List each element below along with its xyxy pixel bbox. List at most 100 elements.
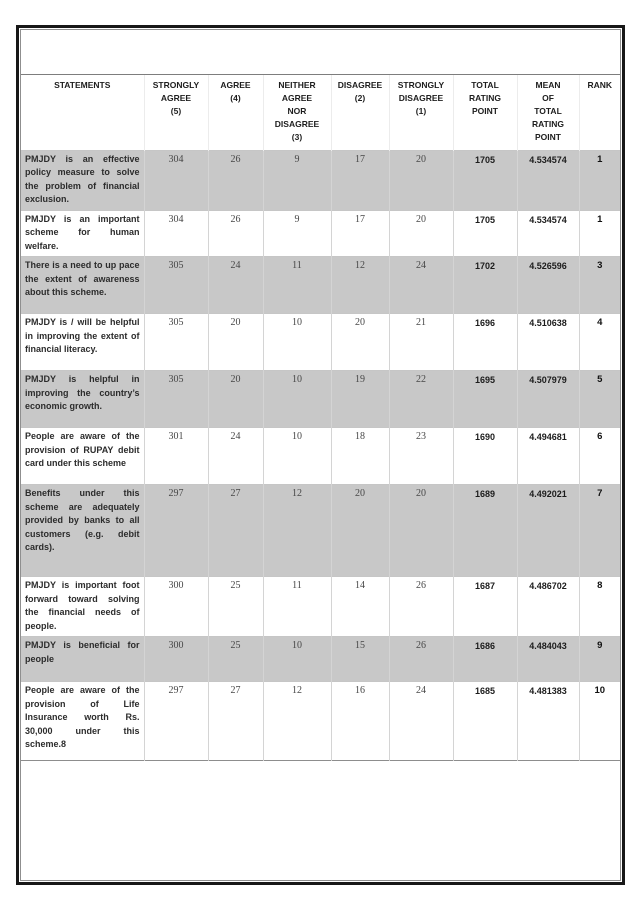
- statement-cell: PMJDY is / will be helpful in improving …: [21, 313, 144, 371]
- strongly-agree-count: 304: [143, 209, 208, 257]
- agree-count: 26: [207, 209, 263, 257]
- strongly-agree-count: 305: [143, 313, 208, 371]
- rank-cell: 3: [578, 256, 621, 314]
- statement-cell: There is a need to up pace the extent of…: [21, 256, 144, 314]
- disagree-count: 20: [330, 313, 389, 371]
- statement-cell: PMJDY is important foot forward toward s…: [21, 576, 144, 637]
- neither-count: 10: [262, 370, 331, 428]
- total-rating-cell: 1690: [452, 427, 517, 485]
- strongly-disagree-count: 21: [388, 313, 453, 371]
- strongly-agree-count: 304: [143, 149, 208, 210]
- neither-count: 9: [262, 209, 331, 257]
- strongly-disagree-count: 20: [388, 149, 453, 210]
- statement-cell: People are aware of the provision of Lif…: [21, 681, 144, 761]
- table-row: PMJDY is / will be helpful in improving …: [21, 313, 621, 371]
- disagree-count: 17: [330, 149, 389, 210]
- mean-rating-cell: 4.507979: [516, 370, 579, 428]
- mean-rating-cell: 4.481383: [516, 681, 579, 761]
- total-rating-cell: 1686: [452, 636, 517, 682]
- agree-count: 26: [207, 149, 263, 210]
- agree-count: 20: [207, 313, 263, 371]
- col-header-mean-rating: MEAN OF TOTAL RATING POINT: [516, 74, 579, 150]
- col-header-strongly-disagree: STRONGLY DISAGREE (1): [388, 74, 453, 150]
- disagree-count: 17: [330, 209, 389, 257]
- statement-cell: PMJDY is an important scheme for human w…: [21, 209, 144, 257]
- total-rating-cell: 1695: [452, 370, 517, 428]
- disagree-count: 20: [330, 484, 389, 577]
- col-header-agree: AGREE (4): [207, 74, 263, 150]
- statement-cell: Benefits under this scheme are adequatel…: [21, 484, 144, 577]
- disagree-count: 18: [330, 427, 389, 485]
- col-header-statements: STATEMENTS: [21, 74, 144, 150]
- mean-rating-cell: 4.486702: [516, 576, 579, 637]
- table-row: PMJDY is important foot forward toward s…: [21, 576, 621, 637]
- statement-cell: PMJDY is helpful in improving the countr…: [21, 370, 144, 428]
- table-row: People are aware of the provision of RUP…: [21, 427, 621, 485]
- rating-table: STATEMENTS STRONGLY AGREE (5) AGREE (4) …: [21, 30, 621, 880]
- statement-cell: PMJDY is beneficial for people: [21, 636, 144, 682]
- col-header-disagree: DISAGREE (2): [330, 74, 389, 150]
- col-header-total-rating: TOTAL RATING POINT: [452, 74, 517, 150]
- rank-cell: 10: [578, 681, 621, 761]
- disagree-count: 16: [330, 681, 389, 761]
- rank-cell: 1: [578, 149, 621, 210]
- strongly-agree-count: 297: [143, 681, 208, 761]
- agree-count: 27: [207, 681, 263, 761]
- table-frame: STATEMENTS STRONGLY AGREE (5) AGREE (4) …: [16, 25, 625, 885]
- table-row: PMJDY is beneficial for people 300 25 10…: [21, 636, 621, 682]
- neither-count: 12: [262, 484, 331, 577]
- statement-cell: PMJDY is an effective policy measure to …: [21, 149, 144, 210]
- rank-cell: 7: [578, 484, 621, 577]
- mean-rating-cell: 4.494681: [516, 427, 579, 485]
- strongly-disagree-count: 24: [388, 681, 453, 761]
- neither-count: 9: [262, 149, 331, 210]
- mean-rating-cell: 4.484043: [516, 636, 579, 682]
- empty-bottom-row: [21, 760, 621, 880]
- strongly-disagree-count: 26: [388, 636, 453, 682]
- rank-cell: 1: [578, 209, 621, 257]
- rank-cell: 8: [578, 576, 621, 637]
- neither-count: 11: [262, 576, 331, 637]
- empty-top-row: [21, 30, 621, 75]
- rank-cell: 5: [578, 370, 621, 428]
- mean-rating-cell: 4.510638: [516, 313, 579, 371]
- disagree-count: 19: [330, 370, 389, 428]
- total-rating-cell: 1689: [452, 484, 517, 577]
- neither-count: 10: [262, 313, 331, 371]
- rank-cell: 6: [578, 427, 621, 485]
- statement-cell: People are aware of the provision of RUP…: [21, 427, 144, 485]
- rank-cell: 9: [578, 636, 621, 682]
- mean-rating-cell: 4.526596: [516, 256, 579, 314]
- total-rating-cell: 1696: [452, 313, 517, 371]
- total-rating-cell: 1687: [452, 576, 517, 637]
- neither-count: 12: [262, 681, 331, 761]
- agree-count: 25: [207, 576, 263, 637]
- agree-count: 20: [207, 370, 263, 428]
- table-row: PMJDY is an important scheme for human w…: [21, 209, 621, 257]
- strongly-disagree-count: 20: [388, 484, 453, 577]
- neither-count: 10: [262, 636, 331, 682]
- total-rating-cell: 1705: [452, 149, 517, 210]
- total-rating-cell: 1685: [452, 681, 517, 761]
- neither-count: 10: [262, 427, 331, 485]
- strongly-agree-count: 300: [143, 576, 208, 637]
- disagree-count: 12: [330, 256, 389, 314]
- strongly-agree-count: 305: [143, 370, 208, 428]
- rank-cell: 4: [578, 313, 621, 371]
- strongly-disagree-count: 20: [388, 209, 453, 257]
- strongly-agree-count: 301: [143, 427, 208, 485]
- empty-top-cell: [21, 30, 621, 75]
- mean-rating-cell: 4.534574: [516, 149, 579, 210]
- disagree-count: 14: [330, 576, 389, 637]
- total-rating-cell: 1705: [452, 209, 517, 257]
- agree-count: 27: [207, 484, 263, 577]
- table-frame-inner: STATEMENTS STRONGLY AGREE (5) AGREE (4) …: [20, 29, 621, 881]
- empty-bottom-cell: [21, 760, 621, 880]
- table-row: Benefits under this scheme are adequatel…: [21, 484, 621, 577]
- strongly-disagree-count: 26: [388, 576, 453, 637]
- table-row: There is a need to up pace the extent of…: [21, 256, 621, 314]
- agree-count: 25: [207, 636, 263, 682]
- total-rating-cell: 1702: [452, 256, 517, 314]
- col-header-neither: NEITHER AGREE NOR DISAGREE (3): [262, 74, 331, 150]
